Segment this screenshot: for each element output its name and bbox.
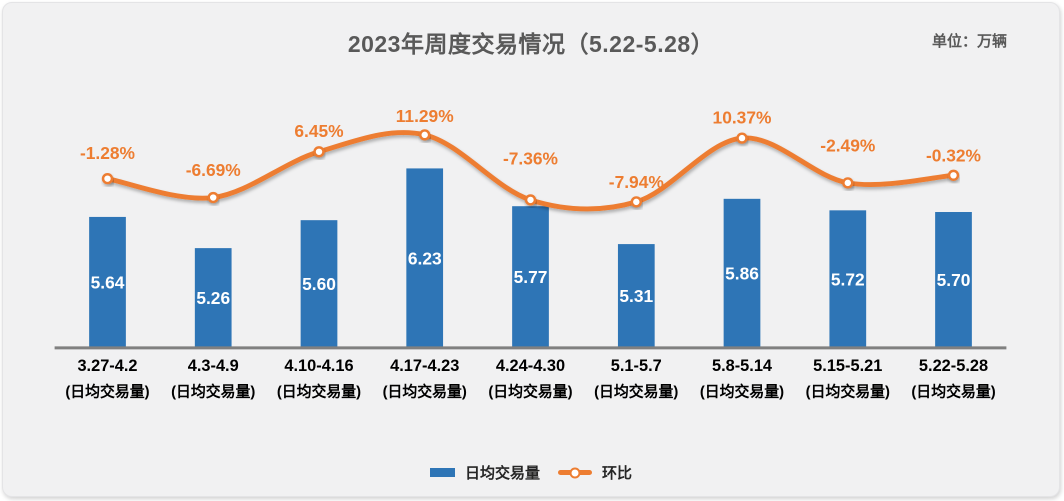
x-axis-label: 5.15-5.21 [813,357,882,375]
x-axis-sublabel: (日均交易量) [700,383,784,401]
line-value-label: -0.32% [926,146,981,166]
bar [300,220,338,349]
x-axis-label: 4.3-4.9 [188,357,239,375]
x-axis-sublabel: (日均交易量) [277,383,361,401]
bar-value-label: 5.72 [831,269,865,289]
bar [89,216,126,349]
bar [194,248,232,349]
bar-value-label: 5.64 [91,273,125,293]
legend-line-marker-icon [569,467,581,478]
line-marker-icon [630,196,643,208]
bar-value-label: 5.70 [937,270,971,290]
line-marker-icon [418,129,431,141]
bar-value-label: 5.26 [196,288,230,308]
line-value-label: -6.69% [186,160,241,180]
line-value-label: 10.37% [713,107,772,127]
bar-value-label: 5.77 [514,267,548,287]
legend-bar-label: 日均交易量 [464,465,540,482]
line-marker-icon [207,191,219,204]
chart-legend: 日均交易量 环比 [3,462,1059,483]
bar [829,210,867,349]
legend-line-label: 环比 [602,465,633,482]
line-value-label: -1.28% [80,143,135,163]
line-marker-icon [524,194,537,206]
line-marker-icon [842,177,854,189]
x-axis-label: 5.8-5.14 [712,357,772,375]
x-axis-sublabel: (日均交易量) [383,383,467,401]
bar-value-label: 5.60 [302,274,336,294]
x-axis-label: 3.27-4.2 [77,357,137,375]
line-marker-icon [313,146,325,158]
line-value-label: 6.45% [294,121,343,141]
x-axis-sublabel: (日均交易量) [594,383,678,401]
line-marker-icon [947,169,960,181]
line-value-label: -2.49% [820,135,875,155]
x-axis-label: 4.17-4.23 [390,357,459,375]
x-axis-label: 4.10-4.16 [284,357,353,375]
bar-value-label: 6.23 [408,248,442,268]
bar-value-label: 5.86 [725,264,759,284]
line-marker-icon [736,132,748,144]
x-axis-sublabel: (日均交易量) [65,383,149,401]
x-axis-sublabel: (日均交易量) [806,383,890,401]
bar [935,212,972,349]
unit-label: 单位：万辆 [931,33,1007,50]
bar [512,206,549,349]
bar [723,198,761,349]
chart-canvas: 5.64 3.27-4.2 (日均交易量) 5.26 4.3-4.9 (日均交易量) 5.6… [54,106,1007,401]
x-axis-sublabel: (日均交易量) [911,383,995,401]
legend-bar-swatch-icon [429,468,455,477]
x-axis-label: 5.22-5.28 [919,357,988,375]
x-axis-label: 5.1-5.7 [611,357,662,375]
bar-value-label: 5.31 [619,286,653,306]
line-value-label: -7.94% [609,172,664,192]
x-axis-sublabel: (日均交易量) [488,383,572,401]
legend-line-swatch-icon [558,467,592,478]
line-value-label: -7.36% [503,149,558,169]
line-value-label: 11.29% [396,106,454,126]
x-axis-sublabel: (日均交易量) [171,383,255,401]
line-marker-icon [101,172,114,185]
bar [406,168,444,349]
bar [617,244,655,349]
chart-title: 2023年周度交易情况（5.22-5.28） [347,31,715,57]
x-axis-label: 4.24-4.30 [496,357,565,375]
